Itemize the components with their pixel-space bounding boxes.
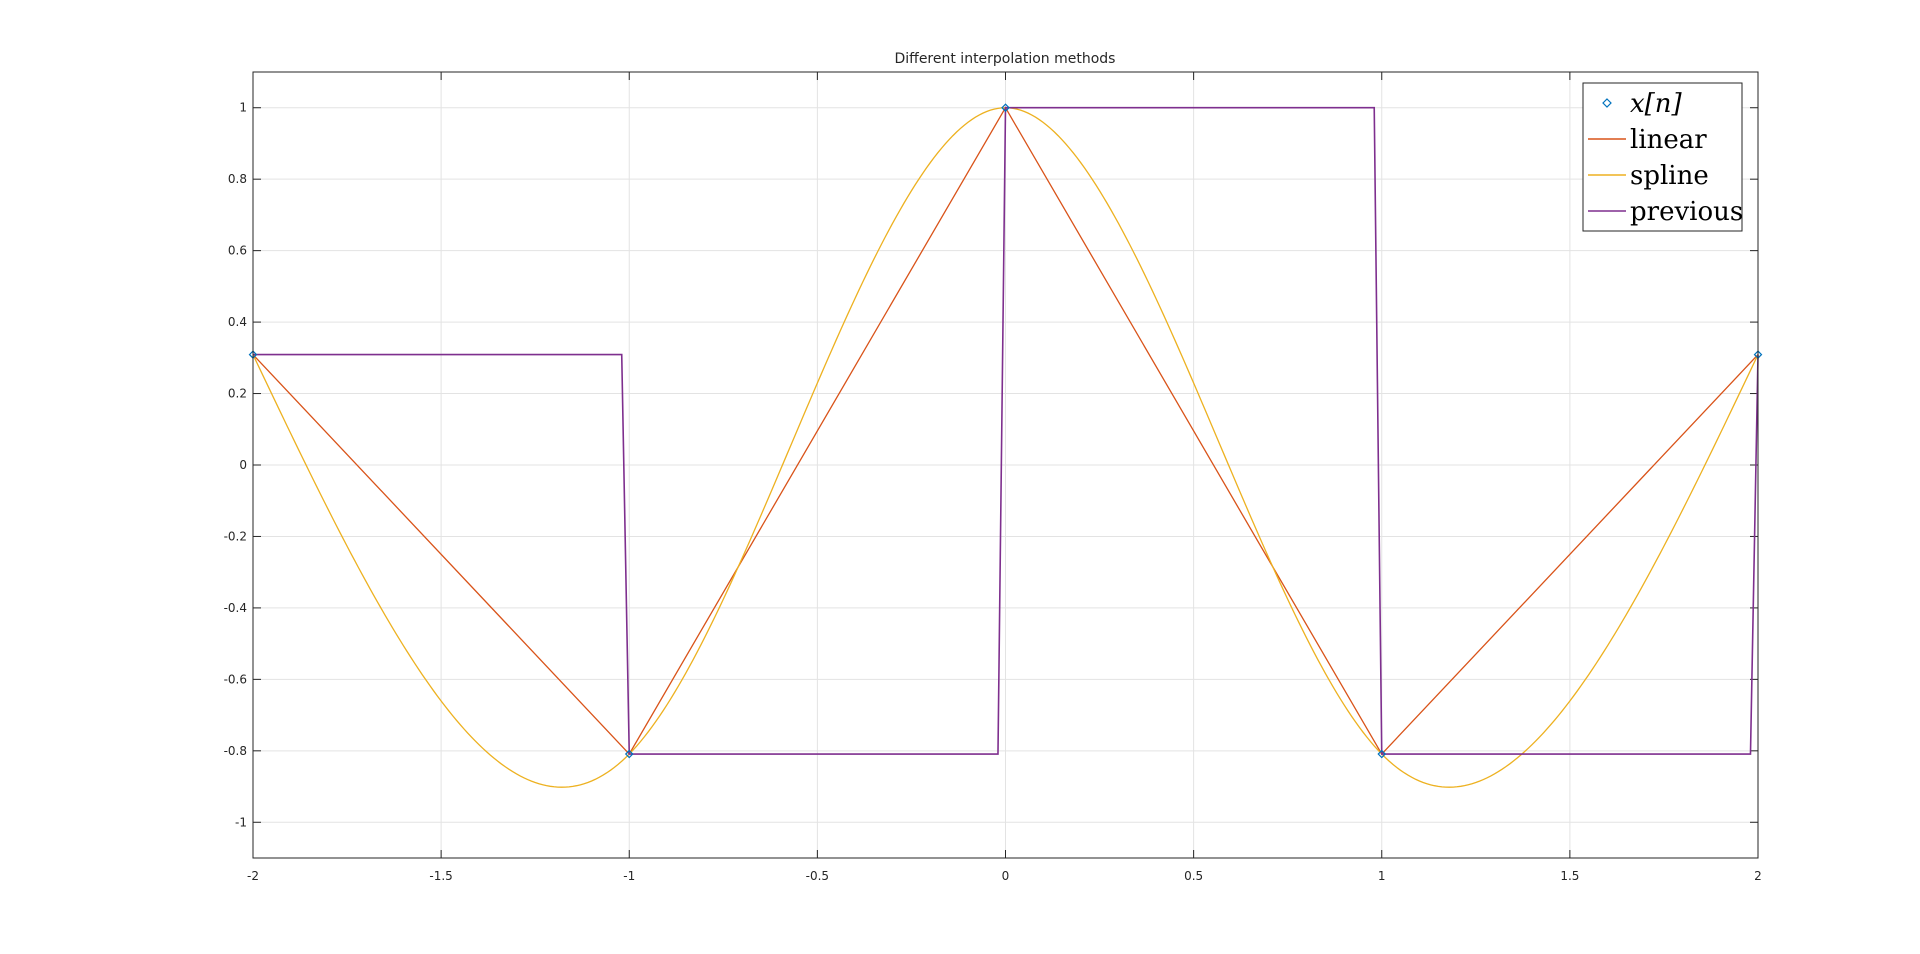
- series-line-previous: [253, 106, 1759, 755]
- grid: [252, 72, 1759, 858]
- x-tick-label: 0: [1002, 869, 1010, 883]
- y-tick-label: 0.6: [228, 244, 247, 258]
- legend-marker-icon: [1602, 98, 1612, 108]
- y-tick-label: 1: [239, 101, 247, 115]
- legend-label: x[n]: [1630, 89, 1683, 119]
- x-tick-label: -1.5: [429, 869, 452, 883]
- y-tick-label: 0.2: [228, 387, 247, 401]
- legend-label: previous: [1630, 197, 1743, 227]
- y-tick-label: -0.4: [224, 601, 247, 615]
- x-tick-label: -0.5: [806, 869, 829, 883]
- y-tick-label: 0.4: [228, 315, 247, 329]
- legend: x[n] linear spline previous: [1582, 82, 1743, 232]
- y-tick-label: -0.8: [224, 744, 247, 758]
- y-tick-label: 0.8: [228, 172, 247, 186]
- series: [248, 103, 1763, 788]
- axes-box: [252, 71, 1759, 859]
- y-tick-label: -0.2: [224, 529, 247, 543]
- y-tick-labels: -1 -0.8 -0.6 -0.4 -0.2 0 0.2 0.4 0.6 0.8 1: [224, 101, 247, 830]
- x-tick-label: -2: [247, 869, 259, 883]
- chart-title: Different interpolation methods: [895, 51, 1116, 67]
- data-point-marker: [624, 749, 634, 759]
- x-tick-label: 1.5: [1560, 869, 1579, 883]
- x-tick-label: -1: [623, 869, 635, 883]
- legend-label: linear: [1630, 125, 1707, 155]
- x-tick-label: 1: [1378, 869, 1386, 883]
- y-tick-label: -1: [235, 815, 247, 829]
- y-tick-label: -0.6: [224, 672, 247, 686]
- x-tick-label: 0.5: [1184, 869, 1203, 883]
- x-tick-label: 2: [1754, 869, 1762, 883]
- data-point-marker: [1001, 103, 1010, 113]
- legend-box: [1582, 82, 1743, 232]
- x-tick-labels: -2 -1.5 -1 -0.5 0 0.5 1 1.5 2: [247, 869, 1762, 883]
- legend-label: spline: [1630, 161, 1709, 191]
- axis-ticks: [252, 72, 1759, 858]
- data-point-marker: [1377, 749, 1387, 759]
- y-tick-label: 0: [239, 458, 247, 472]
